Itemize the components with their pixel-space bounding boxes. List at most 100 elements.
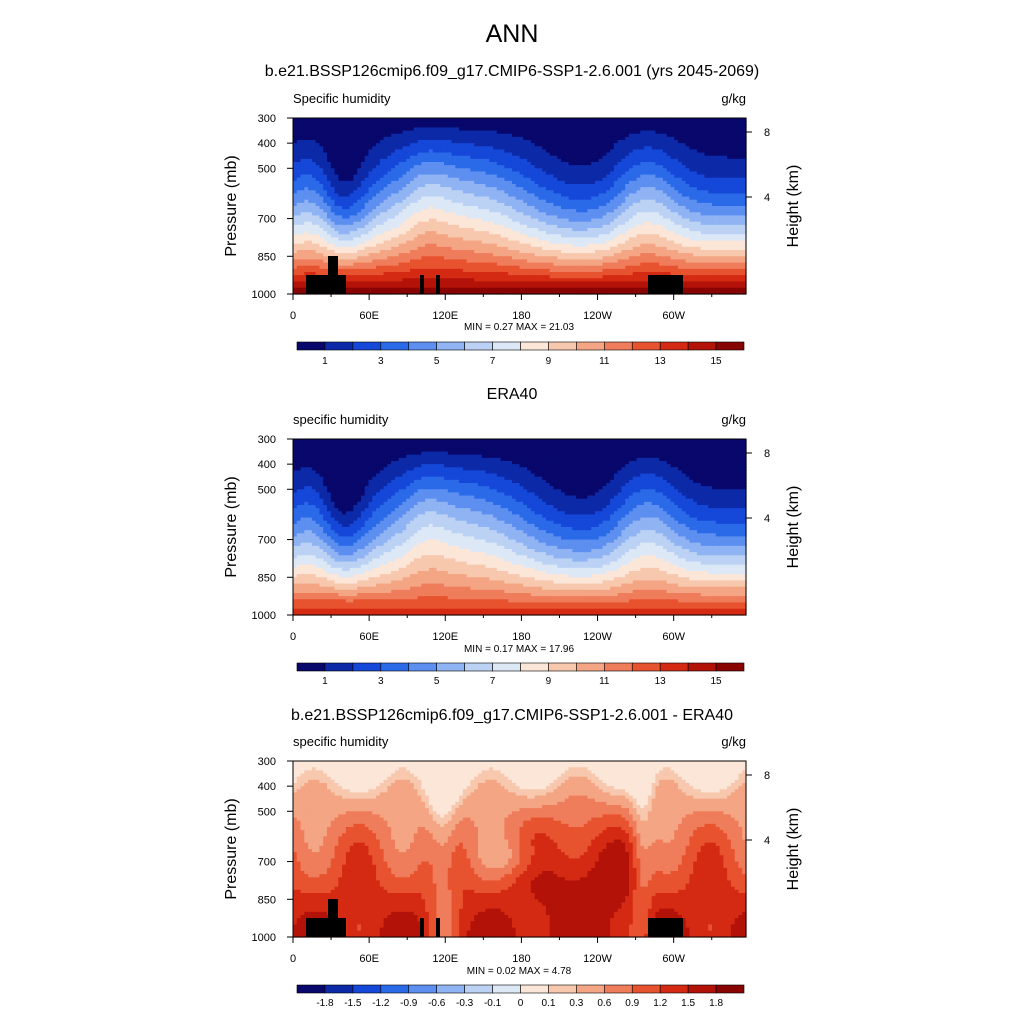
min-max-stats: MIN = 0.17 MAX = 17.96 <box>464 644 574 655</box>
colorbar-swatch <box>688 985 716 993</box>
colorbar-label: 1 <box>322 356 328 367</box>
xtick-label: 60E <box>359 631 379 643</box>
colorbar-swatch <box>493 342 521 350</box>
colorbar-swatch <box>660 342 688 350</box>
heatmap-field-1 <box>293 118 747 295</box>
ytick-label: 300 <box>258 113 276 125</box>
colorbar-swatch <box>576 985 604 993</box>
variable-label: Specific humidity <box>293 91 391 106</box>
xtick-label: 60E <box>359 310 379 322</box>
colorbar-label: 7 <box>490 676 496 687</box>
colorbar-swatch <box>576 663 604 671</box>
colorbar-swatch <box>409 663 437 671</box>
colorbar-swatch <box>548 342 576 350</box>
colorbar-1: 1 3 5 7 9 11 13 15 <box>297 342 744 367</box>
colorbar-swatch <box>688 663 716 671</box>
xtick-label: 60W <box>662 310 685 322</box>
terrain-block <box>436 275 440 294</box>
colorbar-label: -0.9 <box>400 998 418 1009</box>
colorbar-swatch <box>604 342 632 350</box>
colorbar-swatch <box>297 663 325 671</box>
y2tick-label: 8 <box>764 127 770 139</box>
colorbar-swatch <box>465 985 493 993</box>
xtick-label: 120W <box>583 953 612 965</box>
colorbar-label: 5 <box>434 676 440 687</box>
min-max-stats: MIN = 0.27 MAX = 21.03 <box>464 322 574 333</box>
colorbar-swatch <box>493 985 521 993</box>
colorbar-label: 0.3 <box>569 998 583 1009</box>
colorbar-swatch <box>353 342 381 350</box>
colorbar-swatch <box>465 342 493 350</box>
y2tick-label: 4 <box>764 835 770 847</box>
variable-label: specific humidity <box>293 412 389 427</box>
min-max-stats: MIN = 0.02 MAX = 4.78 <box>467 966 572 977</box>
xtick-label: 120W <box>583 310 612 322</box>
terrain-block <box>648 918 683 937</box>
ytick-label: 400 <box>258 781 276 793</box>
y2label: Height (km) <box>785 808 802 891</box>
ylabel: Pressure (mb) <box>223 476 240 577</box>
ytick-label: 1000 <box>252 932 276 944</box>
xtick-label: 0 <box>290 310 296 322</box>
colorbar-swatch <box>604 985 632 993</box>
terrain-block <box>328 256 338 294</box>
y2tick-label: 8 <box>764 770 770 782</box>
colorbar-label: -1.5 <box>344 998 362 1009</box>
y2label: Height (km) <box>785 486 802 569</box>
ytick-label: 700 <box>258 857 276 869</box>
variable-label: specific humidity <box>293 734 389 749</box>
colorbar-label: -0.1 <box>484 998 502 1009</box>
terrain-block <box>306 918 346 937</box>
xtick-label: 120W <box>583 631 612 643</box>
units-label: g/kg <box>721 734 746 749</box>
terrain-block <box>420 918 424 937</box>
ytick-label: 500 <box>258 163 276 175</box>
colorbar-label: 13 <box>655 356 667 367</box>
units-label: g/kg <box>721 91 746 106</box>
ytick-label: 700 <box>258 214 276 226</box>
xtick-label: 60W <box>662 953 685 965</box>
colorbar-swatch <box>493 663 521 671</box>
xtick-label: 180 <box>512 953 530 965</box>
ytick-label: 400 <box>258 459 276 471</box>
colorbar-swatch <box>325 342 353 350</box>
colorbar-label: 1 <box>322 676 328 687</box>
xtick-label: 180 <box>512 310 530 322</box>
colorbar-swatch <box>576 342 604 350</box>
colorbar-swatch <box>716 663 744 671</box>
ytick-label: 500 <box>258 484 276 496</box>
colorbar-swatch <box>437 985 465 993</box>
colorbar-label: 1.8 <box>709 998 723 1009</box>
colorbar-swatch <box>353 985 381 993</box>
colorbar-label: 5 <box>434 356 440 367</box>
colorbar-label: 0.1 <box>541 998 555 1009</box>
terrain-block <box>436 918 440 937</box>
units-label: g/kg <box>721 412 746 427</box>
colorbar-swatch <box>381 985 409 993</box>
ytick-label: 1000 <box>252 610 276 622</box>
colorbar-2: 1 3 5 7 9 11 13 15 <box>297 663 744 687</box>
heatmap-field-2 <box>293 439 747 616</box>
colorbar-swatch <box>632 985 660 993</box>
terrain-block <box>306 275 346 294</box>
colorbar-label: 0 <box>518 998 524 1009</box>
colorbar-swatch <box>716 985 744 993</box>
colorbar-3: -1.8 -1.5 -1.2 -0.9 -0.6 -0.3 -0.1 0 0.1 0.3 0.6 0.… <box>297 985 744 1009</box>
xtick-label: 60E <box>359 953 379 965</box>
colorbar-swatch <box>521 342 549 350</box>
colorbar-swatch <box>297 342 325 350</box>
colorbar-swatch <box>521 985 549 993</box>
ytick-label: 1000 <box>252 289 276 301</box>
colorbar-swatch <box>604 663 632 671</box>
terrain-block <box>648 275 683 294</box>
colorbar-swatch <box>521 663 549 671</box>
colorbar-label: 9 <box>546 676 552 687</box>
colorbar-label: 0.6 <box>597 998 611 1009</box>
y2tick-label: 4 <box>764 192 770 204</box>
xtick-label: 60W <box>662 631 685 643</box>
colorbar-label: 9 <box>546 356 552 367</box>
xtick-label: 0 <box>290 631 296 643</box>
colorbar-label: 3 <box>378 356 384 367</box>
colorbar-swatch <box>632 663 660 671</box>
